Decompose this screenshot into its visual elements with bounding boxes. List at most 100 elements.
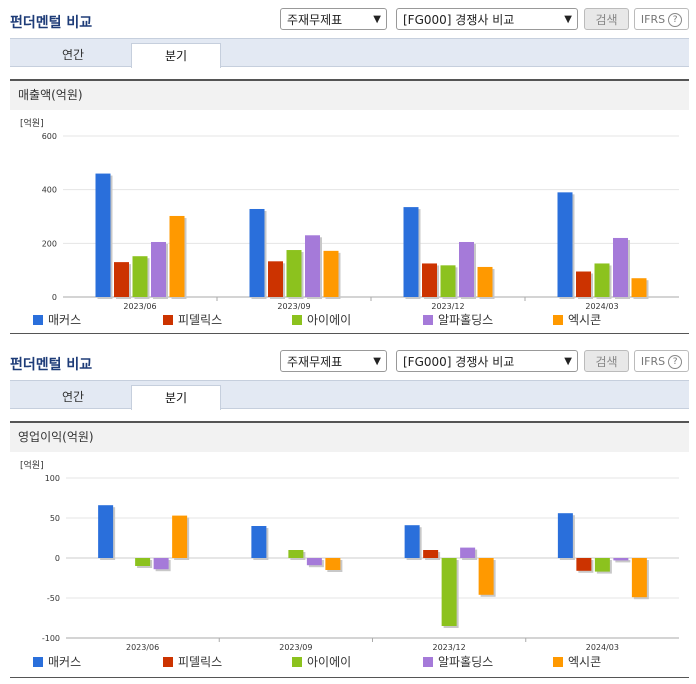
panel-title: 펀더멘털 비교: [10, 15, 93, 31]
divider: [10, 333, 689, 334]
x-tick-label: 2023/12: [431, 302, 464, 311]
x-tick-label: 2023/06: [126, 643, 159, 652]
legend-label: 엑시콘: [568, 313, 602, 327]
unit-label: [억원]: [20, 459, 44, 471]
legend-item[interactable]: 알파홀딩스: [423, 313, 493, 327]
legend-swatch: [33, 315, 43, 325]
y-tick-label: 50: [50, 514, 60, 523]
legend-label: 매커스: [48, 655, 82, 669]
bar: [323, 250, 339, 297]
bar: [114, 262, 129, 297]
bar: [325, 558, 341, 570]
x-tick-label: 2023/09: [277, 302, 310, 311]
legend-label: 알파홀딩스: [438, 655, 494, 669]
peer-group-select-value: [FG000] 경쟁사 비교: [403, 13, 515, 27]
legend-item[interactable]: 엑시콘: [553, 655, 601, 669]
bar: [478, 558, 494, 595]
bar: [613, 558, 629, 561]
legend-swatch: [33, 657, 43, 667]
bar: [440, 265, 456, 297]
bar: [95, 173, 111, 297]
bar: [631, 558, 647, 598]
search-button[interactable]: 검색: [584, 8, 629, 30]
divider: [10, 677, 689, 678]
panel-operating-profit: 펀더멘털 비교 주재무제표 ▼ [FG000] 경쟁사 비교 ▼ 검색 IFRS…: [0, 342, 696, 684]
bar: [594, 263, 610, 297]
x-tick-label: 2023/06: [123, 302, 156, 311]
chevron-down-icon: ▼: [373, 14, 381, 25]
statement-select-value: 주재무제표: [287, 355, 343, 369]
tab-annual[interactable]: 연간: [61, 48, 85, 62]
ifrs-button[interactable]: IFRS?: [634, 350, 689, 372]
y-tick-label: 200: [42, 239, 57, 248]
help-icon[interactable]: ?: [668, 13, 683, 27]
y-tick-label: -100: [42, 634, 60, 643]
bar: [557, 513, 573, 558]
bar: [613, 237, 628, 297]
legend-swatch: [292, 657, 302, 667]
y-tick-label: 400: [42, 186, 57, 195]
bar: [286, 250, 302, 297]
bar: [422, 263, 437, 297]
revenue-chart: [억원] 0 200 400 600 2023/06 2023/09 2023/12 2024/…: [20, 117, 679, 311]
panel-revenue: 펀더멘털 비교 주재무제표 ▼ [FG000] 경쟁사 비교 ▼ 검색 IFRS…: [0, 0, 696, 340]
legend-swatch: [423, 315, 433, 325]
bar: [98, 505, 114, 558]
x-tick-label: 2023/12: [433, 643, 466, 652]
y-tick-label: -50: [47, 594, 60, 603]
y-tick-label: 100: [45, 474, 60, 483]
legend-swatch: [163, 315, 173, 325]
bar: [132, 256, 148, 297]
tab-annual[interactable]: 연간: [61, 390, 85, 404]
legend-item[interactable]: 아이에이: [292, 313, 351, 327]
peer-group-select[interactable]: [FG000] 경쟁사 비교 ▼: [396, 350, 578, 372]
bar: [305, 235, 320, 297]
legend-label: 피델릭스: [178, 313, 223, 327]
statement-select[interactable]: 주재무제표 ▼: [280, 350, 387, 372]
y-tick-label: 0: [52, 293, 57, 302]
legend-swatch: [553, 315, 563, 325]
legend-item[interactable]: 피델릭스: [163, 313, 222, 327]
operating-profit-chart: [억원] -100 -50 0 50 100 2023/06 2023/09 2023/12 20…: [20, 459, 679, 652]
bar: [306, 558, 322, 566]
legend-item[interactable]: 엑시콘: [553, 313, 601, 327]
legend-item[interactable]: 알파홀딩스: [423, 655, 493, 669]
bar: [404, 525, 420, 558]
legend-swatch: [423, 657, 433, 667]
bar: [403, 207, 419, 297]
bar: [576, 271, 591, 297]
legend-item[interactable]: 아이에이: [292, 655, 351, 669]
bar-shadow: [615, 560, 631, 563]
bar: [631, 278, 647, 297]
x-tick-label: 2024/03: [586, 643, 619, 652]
chart-subtitle: 영업이익(억원): [10, 421, 689, 452]
ifrs-button[interactable]: IFRS?: [634, 8, 689, 30]
bar: [423, 550, 439, 558]
y-tick-label: 0: [55, 554, 60, 563]
legend-item[interactable]: 매커스: [33, 313, 81, 327]
chart-legend: 매커스 피델릭스 아이에이 알파홀딩스 엑시콘: [0, 655, 696, 671]
legend-item[interactable]: 매커스: [33, 655, 81, 669]
legend-label: 알파홀딩스: [438, 313, 494, 327]
ifrs-label: IFRS: [640, 13, 666, 26]
bar: [268, 261, 283, 297]
legend-label: 아이에이: [307, 313, 352, 327]
bar: [460, 547, 476, 558]
legend-swatch: [163, 657, 173, 667]
help-icon[interactable]: ?: [668, 355, 683, 369]
search-button[interactable]: 검색: [584, 350, 629, 372]
tab-quarterly[interactable]: 분기: [131, 385, 221, 410]
x-tick-label: 2024/03: [585, 302, 618, 311]
legend-label: 매커스: [48, 313, 82, 327]
ifrs-label: IFRS: [640, 355, 666, 368]
bar: [557, 192, 573, 297]
legend-item[interactable]: 피델릭스: [163, 655, 222, 669]
tab-quarterly[interactable]: 분기: [131, 43, 221, 68]
period-tabs: 연간 분기: [10, 380, 689, 410]
bar: [441, 558, 457, 626]
statement-select[interactable]: 주재무제표 ▼: [280, 8, 387, 30]
peer-group-select[interactable]: [FG000] 경쟁사 비교 ▼: [396, 8, 578, 30]
statement-select-value: 주재무제표: [287, 13, 343, 27]
chevron-down-icon: ▼: [564, 14, 572, 25]
bar: [135, 558, 151, 566]
